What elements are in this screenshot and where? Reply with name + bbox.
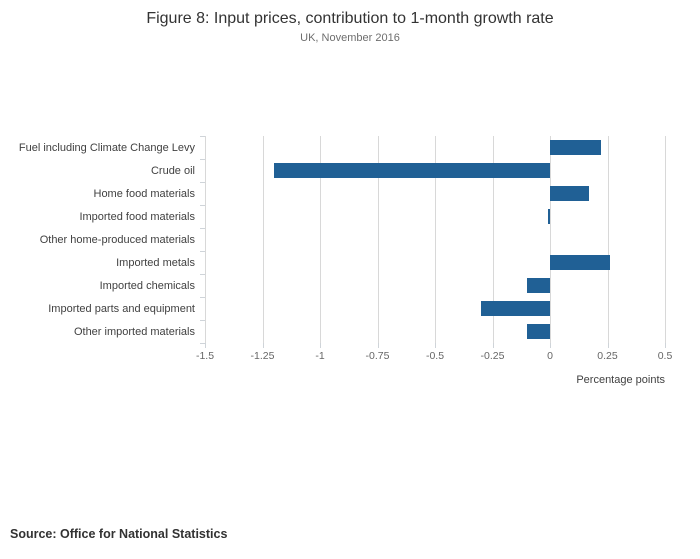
chart-row: Imported food materials	[5, 205, 665, 228]
x-axis-tick	[492, 343, 494, 348]
x-axis-labels: -1.5 -1.25 -1 -0.75 -0.5 -0.25 0 0.25 0.5	[196, 350, 672, 364]
x-axis-tick-label: -0.5	[425, 350, 445, 362]
bar-area	[205, 228, 665, 251]
x-axis-title: Percentage points	[576, 374, 665, 386]
chart-subtitle: UK, November 2016	[300, 32, 400, 44]
gridline	[665, 136, 666, 343]
category-label: Imported metals	[116, 256, 195, 269]
chart-rows: Fuel including Climate Change Levy Crude …	[5, 136, 665, 343]
chart-row: Crude oil	[5, 159, 665, 182]
x-axis-tick	[205, 343, 206, 348]
category-label: Crude oil	[150, 164, 195, 177]
chart-row: Home food materials	[5, 182, 665, 205]
category-axis-tick	[200, 205, 205, 206]
x-axis-tick-label: -1.5	[195, 350, 215, 362]
x-axis-tick	[665, 343, 666, 348]
x-axis-tick-label: 0.5	[657, 350, 673, 362]
bar-area	[205, 182, 665, 205]
x-axis-ticks	[205, 343, 666, 348]
bar-area	[205, 159, 665, 182]
x-axis-tick	[377, 343, 379, 348]
x-axis-tick	[435, 343, 436, 348]
category-label: Imported parts and equipment	[48, 302, 195, 315]
chart-row: Fuel including Climate Change Levy	[5, 136, 665, 159]
category-axis-tick	[200, 136, 205, 137]
bar-area	[205, 251, 665, 274]
bar-chart: Fuel including Climate Change Levy Crude …	[5, 136, 672, 386]
chart-row: Imported metals	[5, 251, 665, 274]
x-axis-tick-label: -1	[315, 350, 325, 362]
category-axis-tick	[200, 228, 205, 229]
gridline	[205, 136, 206, 343]
x-axis-tick	[607, 343, 609, 348]
chart-row: Other home-produced materials	[5, 228, 665, 251]
gridline	[262, 136, 264, 343]
bar[interactable]	[481, 301, 550, 316]
x-axis-tick	[262, 343, 264, 348]
bar-area	[205, 205, 665, 228]
x-axis-tick	[550, 343, 551, 348]
category-label: Other home-produced materials	[39, 233, 195, 246]
category-label: Imported food materials	[79, 210, 195, 223]
gridline	[320, 136, 321, 343]
gridline	[435, 136, 436, 343]
category-label: Other imported materials	[73, 325, 195, 338]
chart-row: Other imported materials	[5, 320, 665, 343]
category-label: Imported chemicals	[99, 279, 195, 292]
category-axis-tick	[200, 274, 205, 275]
bar[interactable]	[550, 186, 590, 201]
category-axis-tick	[200, 159, 205, 160]
x-axis-tick-label: -0.75	[365, 350, 390, 362]
gridline	[607, 136, 609, 343]
plot-area	[200, 136, 666, 344]
bar[interactable]	[274, 163, 550, 178]
bar[interactable]	[550, 255, 610, 270]
bar-area	[205, 297, 665, 320]
gridline	[492, 136, 494, 343]
bar[interactable]	[527, 278, 550, 293]
x-axis-tick-label: 0.25	[597, 350, 618, 362]
gridline	[550, 136, 551, 343]
x-axis-tick-label: -0.25	[480, 350, 505, 362]
x-axis-tick-label: -1.25	[250, 350, 275, 362]
bar[interactable]	[527, 324, 550, 339]
category-axis-tick	[200, 343, 205, 344]
category-axis-tick	[200, 251, 205, 252]
category-axis-tick	[200, 297, 205, 298]
chart-title: Figure 8: Input prices, contribution to …	[146, 10, 554, 27]
chart-row: Imported chemicals	[5, 274, 665, 297]
category-label: Fuel including Climate Change Levy	[18, 141, 195, 154]
bar[interactable]	[547, 209, 550, 224]
source-note: Source: Office for National Statistics	[10, 527, 228, 541]
category-axis-tick	[200, 182, 205, 183]
bar-area	[205, 274, 665, 297]
x-axis-tick	[320, 343, 321, 348]
chart-row: Imported parts and equipment	[5, 297, 665, 320]
bar[interactable]	[550, 140, 601, 155]
bar-area	[205, 320, 665, 343]
category-axis-tick	[200, 320, 205, 321]
bar-area	[205, 136, 665, 159]
category-label: Home food materials	[93, 187, 196, 200]
x-axis-tick-label: 0	[547, 350, 553, 362]
gridline	[377, 136, 379, 343]
